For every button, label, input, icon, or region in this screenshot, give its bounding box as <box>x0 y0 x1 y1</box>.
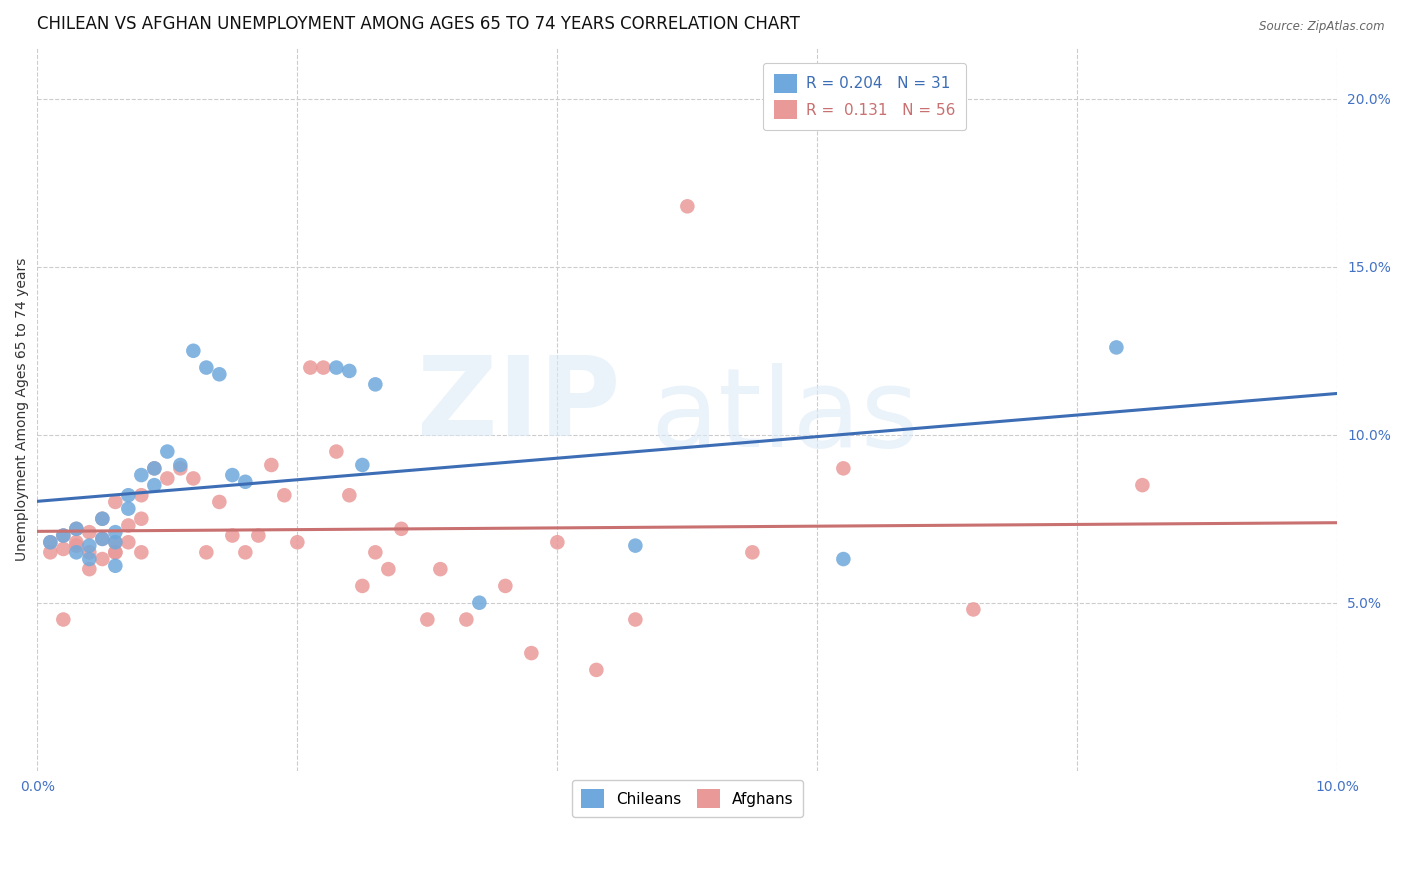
Point <box>352 579 374 593</box>
Point <box>337 488 360 502</box>
Point <box>65 522 87 536</box>
Point <box>104 495 127 509</box>
Point <box>131 545 153 559</box>
Point <box>143 461 166 475</box>
Point <box>79 539 101 553</box>
Point <box>169 458 191 472</box>
Point <box>65 545 87 559</box>
Point <box>520 646 543 660</box>
Point <box>79 525 101 540</box>
Point <box>364 545 387 559</box>
Point <box>195 545 218 559</box>
Point <box>195 360 218 375</box>
Point <box>312 360 335 375</box>
Point <box>39 535 62 549</box>
Point <box>91 552 114 566</box>
Point <box>273 488 295 502</box>
Point <box>1105 340 1128 354</box>
Point <box>131 512 153 526</box>
Point <box>624 613 647 627</box>
Point <box>52 528 75 542</box>
Point <box>624 539 647 553</box>
Point <box>546 535 568 549</box>
Point <box>285 535 308 549</box>
Point <box>377 562 399 576</box>
Point <box>104 545 127 559</box>
Point <box>131 468 153 483</box>
Point <box>221 468 243 483</box>
Point <box>299 360 322 375</box>
Point <box>117 501 139 516</box>
Point <box>52 613 75 627</box>
Point <box>79 552 101 566</box>
Point <box>832 552 855 566</box>
Text: CHILEAN VS AFGHAN UNEMPLOYMENT AMONG AGES 65 TO 74 YEARS CORRELATION CHART: CHILEAN VS AFGHAN UNEMPLOYMENT AMONG AGE… <box>38 15 800 33</box>
Point <box>143 461 166 475</box>
Point <box>65 522 87 536</box>
Point <box>468 596 491 610</box>
Point <box>169 461 191 475</box>
Point <box>91 512 114 526</box>
Point <box>117 488 139 502</box>
Text: Source: ZipAtlas.com: Source: ZipAtlas.com <box>1260 20 1385 33</box>
Point <box>52 528 75 542</box>
Point <box>91 532 114 546</box>
Point <box>676 199 699 213</box>
Point <box>91 512 114 526</box>
Point <box>208 495 231 509</box>
Point <box>364 377 387 392</box>
Y-axis label: Unemployment Among Ages 65 to 74 years: Unemployment Among Ages 65 to 74 years <box>15 258 30 561</box>
Point <box>183 471 205 485</box>
Point <box>79 562 101 576</box>
Point <box>131 488 153 502</box>
Point <box>247 528 270 542</box>
Point <box>962 602 984 616</box>
Point <box>52 541 75 556</box>
Point <box>104 558 127 573</box>
Point <box>429 562 451 576</box>
Point <box>79 545 101 559</box>
Point <box>65 539 87 553</box>
Point <box>416 613 439 627</box>
Point <box>143 478 166 492</box>
Legend: Chileans, Afghans: Chileans, Afghans <box>572 780 803 817</box>
Point <box>741 545 763 559</box>
Point <box>325 360 347 375</box>
Point <box>39 545 62 559</box>
Point <box>117 535 139 549</box>
Point <box>156 444 179 458</box>
Point <box>325 444 347 458</box>
Point <box>208 368 231 382</box>
Point <box>494 579 516 593</box>
Point <box>260 458 283 472</box>
Point <box>65 535 87 549</box>
Text: ZIP: ZIP <box>416 352 620 459</box>
Point <box>104 525 127 540</box>
Point <box>389 522 412 536</box>
Point <box>104 535 127 549</box>
Point <box>352 458 374 472</box>
Point <box>233 545 256 559</box>
Point <box>104 535 127 549</box>
Point <box>221 528 243 542</box>
Point <box>91 532 114 546</box>
Point <box>39 535 62 549</box>
Text: atlas: atlas <box>651 363 920 470</box>
Point <box>156 471 179 485</box>
Point <box>832 461 855 475</box>
Point <box>233 475 256 489</box>
Point <box>585 663 607 677</box>
Point <box>183 343 205 358</box>
Point <box>337 364 360 378</box>
Point <box>456 613 478 627</box>
Point <box>104 545 127 559</box>
Point <box>1132 478 1154 492</box>
Point <box>117 518 139 533</box>
